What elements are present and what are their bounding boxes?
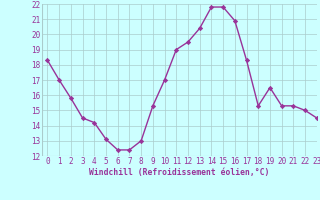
X-axis label: Windchill (Refroidissement éolien,°C): Windchill (Refroidissement éolien,°C): [89, 168, 269, 177]
